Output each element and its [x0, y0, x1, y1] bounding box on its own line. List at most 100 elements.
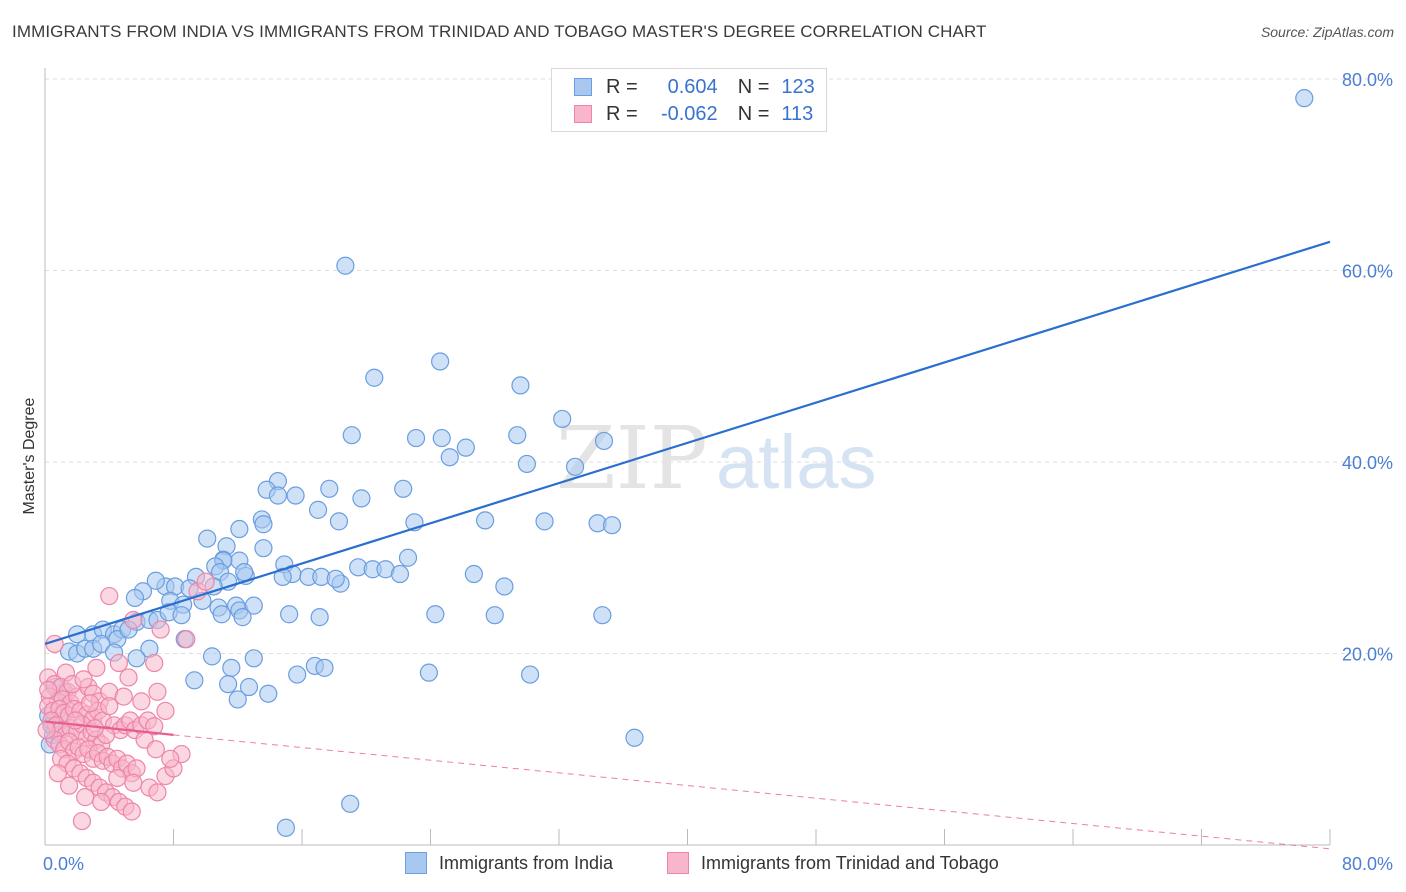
- data-point: [553, 409, 572, 429]
- data-point: [235, 563, 254, 582]
- data-point: [254, 539, 273, 558]
- data-point: [39, 680, 58, 699]
- data-point: [329, 512, 349, 531]
- tt-swatch-icon: [574, 105, 592, 123]
- data-point: [148, 682, 167, 701]
- data-point: [151, 620, 170, 639]
- data-point: [244, 596, 263, 615]
- data-point: [517, 454, 536, 474]
- data-point: [212, 605, 231, 624]
- data-point: [476, 511, 495, 530]
- data-point: [100, 697, 119, 716]
- y-tick-label: 60.0%: [1342, 262, 1393, 282]
- data-point: [508, 426, 527, 445]
- data-point: [109, 653, 128, 673]
- data-point: [233, 608, 252, 627]
- watermark: ZIP atlas: [556, 409, 877, 509]
- india-trend-line: [44, 240, 1331, 645]
- source-label: Source: ZipAtlas.com: [1260, 24, 1394, 40]
- data-point: [625, 728, 644, 747]
- data-point: [365, 368, 384, 387]
- data-point: [177, 630, 196, 649]
- data-point: [520, 665, 540, 684]
- data-point: [594, 431, 614, 451]
- data-point: [161, 749, 180, 768]
- y-tick-label: 40.0%: [1342, 453, 1393, 473]
- data-point: [326, 569, 345, 588]
- data-point: [244, 649, 263, 668]
- data-point: [565, 457, 585, 476]
- gridlines: [45, 78, 1392, 654]
- legend-item-tt[interactable]: Immigrants from Trinidad and Tobago: [667, 852, 999, 874]
- data-point: [280, 605, 299, 624]
- data-point: [222, 658, 241, 677]
- data-point: [108, 768, 127, 788]
- data-point: [426, 605, 445, 624]
- data-point: [440, 448, 459, 467]
- data-point: [124, 773, 143, 792]
- data-point: [156, 701, 175, 721]
- data-point: [342, 426, 361, 445]
- data-point: [456, 438, 475, 457]
- data-point: [398, 548, 418, 567]
- data-point: [146, 571, 165, 590]
- data-point: [390, 564, 410, 584]
- data-point: [276, 818, 296, 837]
- data-point: [148, 783, 167, 802]
- data-point: [100, 586, 119, 606]
- correlation-legend: R = 0.604 N = 123 R = -0.062 N = 113: [551, 68, 827, 132]
- data-point: [125, 588, 145, 608]
- india-series: [39, 89, 1314, 837]
- india-r-label: R =: [606, 75, 638, 98]
- tt-trend-line-dashed: [173, 734, 1331, 850]
- legend-row-tt: R = -0.062 N = 113: [574, 101, 813, 127]
- data-point: [288, 665, 307, 684]
- data-point: [432, 428, 451, 448]
- watermark-atlas: atlas: [716, 420, 877, 505]
- data-point: [239, 677, 259, 697]
- data-point: [320, 479, 339, 498]
- data-point: [419, 663, 438, 682]
- tt-legend-label: Immigrants from Trinidad and Tobago: [701, 852, 999, 873]
- data-point: [431, 352, 450, 371]
- data-point: [230, 519, 249, 539]
- chart-title: IMMIGRANTS FROM INDIA VS IMMIGRANTS FROM…: [12, 22, 987, 41]
- data-point: [74, 670, 93, 689]
- data-point: [228, 690, 247, 709]
- data-point: [37, 720, 56, 740]
- data-point: [495, 577, 514, 596]
- data-point: [593, 606, 612, 625]
- data-point: [72, 811, 92, 831]
- data-point: [198, 529, 217, 548]
- data-point: [268, 486, 288, 505]
- data-point: [219, 675, 238, 694]
- data-point: [127, 649, 146, 668]
- data-point: [310, 608, 329, 627]
- data-point: [406, 428, 426, 448]
- india-swatch-icon: [574, 78, 592, 96]
- data-point: [66, 711, 85, 730]
- legend-item-india[interactable]: Immigrants from India: [405, 852, 613, 874]
- india-n-label: N =: [737, 75, 770, 98]
- data-point: [394, 479, 413, 498]
- y-tick-label: 20.0%: [1342, 645, 1393, 665]
- india-legend-label: Immigrants from India: [439, 852, 614, 873]
- watermark-zip: ZIP: [556, 409, 708, 509]
- tt-r-label: R =: [606, 102, 638, 125]
- data-point: [132, 692, 151, 711]
- data-point: [315, 658, 334, 677]
- data-point: [535, 512, 554, 531]
- data-point: [336, 256, 355, 275]
- data-point: [87, 658, 106, 677]
- data-point: [145, 653, 164, 673]
- trend-lines: [44, 240, 1331, 850]
- india-n-value: 123: [781, 75, 815, 98]
- data-point: [172, 606, 191, 625]
- india-legend-swatch-icon: [405, 852, 427, 874]
- legend-row-india: R = 0.604 N = 123: [574, 74, 815, 100]
- india-r-value: 0.604: [667, 75, 718, 98]
- data-point: [145, 717, 164, 736]
- data-point: [1295, 89, 1314, 108]
- data-point: [485, 606, 504, 625]
